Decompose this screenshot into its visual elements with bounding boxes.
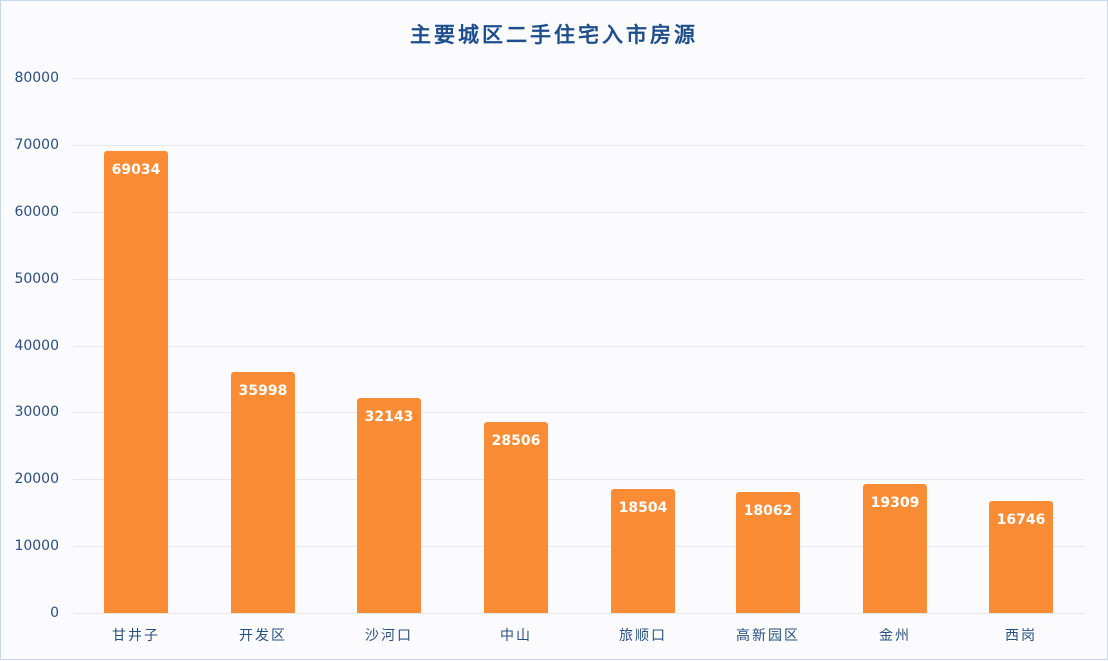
bar-value-label: 35998 — [238, 383, 288, 399]
bar-value-label: 16746 — [996, 512, 1046, 528]
bar: 35998 — [231, 372, 295, 613]
bar: 69034 — [104, 151, 168, 613]
chart-title: 主要城区二手住宅入市房源 — [410, 22, 698, 47]
bar-value-label: 19309 — [870, 495, 920, 511]
bar-value-label: 18062 — [743, 503, 793, 519]
bar: 19309 — [863, 484, 927, 613]
y-tick-label: 0 — [50, 605, 59, 621]
bar-value-label: 18504 — [618, 500, 668, 516]
y-tick-label: 70000 — [14, 137, 59, 153]
x-tick-label: 开发区 — [239, 628, 287, 644]
gridline — [73, 145, 1085, 146]
x-tick-label: 高新园区 — [736, 628, 800, 644]
bar: 18062 — [736, 492, 800, 613]
y-tick-label: 30000 — [14, 404, 59, 420]
bar-value-label: 69034 — [111, 162, 161, 178]
x-tick-label: 金州 — [879, 628, 911, 644]
x-tick-label: 中山 — [500, 628, 532, 644]
gridline — [73, 78, 1085, 79]
gridline — [73, 279, 1085, 280]
gridline — [73, 479, 1085, 480]
bar-value-label: 28506 — [491, 433, 541, 449]
gridline — [73, 613, 1085, 614]
gridline — [73, 546, 1085, 547]
bar: 32143 — [357, 398, 421, 613]
y-tick-label: 60000 — [14, 204, 59, 220]
bar-value-label: 32143 — [364, 409, 414, 425]
x-tick-label: 西岗 — [1005, 628, 1037, 644]
bar: 18504 — [611, 489, 675, 613]
gridline — [73, 346, 1085, 347]
y-tick-label: 50000 — [14, 271, 59, 287]
bar: 16746 — [989, 501, 1053, 613]
x-tick-label: 甘井子 — [112, 628, 160, 644]
gridline — [73, 212, 1085, 213]
y-tick-label: 40000 — [14, 338, 59, 354]
y-tick-label: 20000 — [14, 471, 59, 487]
y-tick-label: 10000 — [14, 538, 59, 554]
x-tick-label: 沙河口 — [365, 628, 413, 644]
y-tick-label: 80000 — [14, 70, 59, 86]
x-tick-label: 旅顺口 — [619, 628, 667, 644]
bar: 28506 — [484, 422, 548, 613]
gridline — [73, 412, 1085, 413]
